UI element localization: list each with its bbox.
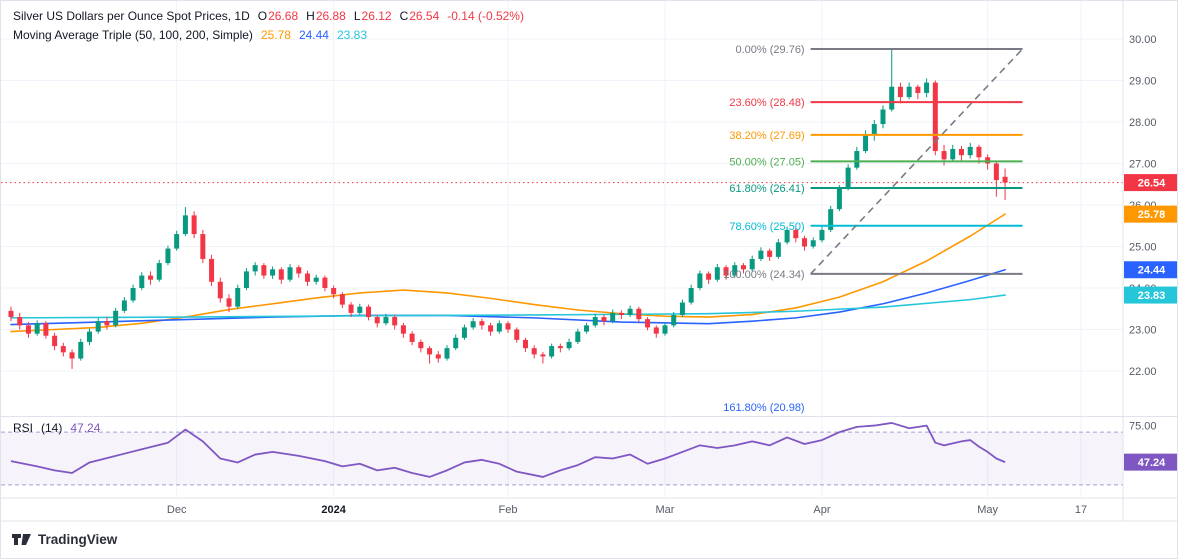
price-badges: 26.54 25.78 24.44 23.83 47.24 — [1124, 174, 1177, 471]
svg-text:Feb: Feb — [499, 504, 518, 516]
svg-text:26.54: 26.54 — [1138, 178, 1166, 190]
svg-text:25.78: 25.78 — [1138, 209, 1166, 221]
candles — [8, 48, 1008, 369]
svg-text:50.00% (27.05): 50.00% (27.05) — [729, 156, 804, 168]
rsi-value: 47.24 — [70, 421, 101, 435]
time-axis[interactable]: Dec 2024 Feb Mar Apr May 17 — [167, 504, 1087, 516]
ohlc-low: L 26.12 — [353, 9, 392, 23]
rsi-band — [1, 431, 1123, 486]
ma100-value: 24.44 — [298, 28, 329, 42]
pane-separators — [1, 1, 1177, 522]
svg-text:23.00: 23.00 — [1129, 325, 1157, 337]
gridlines — [1, 1, 1123, 498]
ohlc-open: O 26.68 — [257, 9, 299, 23]
change-value: -0.14 (-0.52%) — [447, 9, 524, 23]
svg-text:2024: 2024 — [321, 504, 346, 516]
symbol-legend[interactable]: Silver US Dollars per Ounce Spot Prices,… — [13, 9, 524, 23]
symbol-title: Silver US Dollars per Ounce Spot Prices,… — [13, 9, 250, 23]
svg-text:27.00: 27.00 — [1129, 159, 1157, 171]
rsi-title: RSI — [13, 421, 34, 435]
rsi-line — [10, 422, 1006, 478]
tradingview-logo[interactable]: TradingView — [11, 532, 117, 547]
svg-text:May: May — [977, 504, 998, 516]
ma50-value: 25.78 — [260, 28, 291, 42]
tradingview-mark-icon — [12, 534, 31, 545]
svg-text:17: 17 — [1075, 504, 1087, 516]
rsi-legend[interactable]: RSI (14) 47.24 — [13, 421, 100, 435]
fib-retracement[interactable]: 0.00% (29.76) 23.60% (28.48) 38.20% (27.69… — [723, 44, 1023, 414]
trend-line[interactable] — [810, 48, 1024, 275]
svg-text:Dec: Dec — [167, 504, 187, 516]
ma-legend[interactable]: Moving Average Triple (50, 100, 200, Sim… — [13, 28, 367, 42]
svg-text:25.00: 25.00 — [1129, 242, 1157, 254]
ohlc-close: C 26.54 — [399, 9, 440, 23]
svg-text:78.60% (25.50): 78.60% (25.50) — [729, 221, 804, 233]
svg-text:24.44: 24.44 — [1138, 265, 1166, 277]
svg-text:0.00% (29.76): 0.00% (29.76) — [736, 44, 805, 56]
ma200-value: 23.83 — [336, 28, 368, 42]
svg-text:Mar: Mar — [656, 504, 675, 516]
svg-text:30.00: 30.00 — [1129, 34, 1157, 46]
svg-text:47.24: 47.24 — [1138, 457, 1166, 469]
svg-text:22.00: 22.00 — [1129, 366, 1157, 378]
tradingview-brand-text: TradingView — [38, 532, 118, 547]
svg-text:28.00: 28.00 — [1129, 117, 1157, 129]
rsi-params: (14) — [41, 421, 63, 435]
svg-text:61.80% (26.41): 61.80% (26.41) — [729, 183, 804, 195]
svg-text:Apr: Apr — [813, 504, 830, 516]
svg-text:75.00: 75.00 — [1129, 421, 1157, 433]
svg-text:38.20% (27.69): 38.20% (27.69) — [729, 130, 804, 142]
ohlc-high: H 26.88 — [306, 9, 346, 23]
svg-text:100.00% (24.34): 100.00% (24.34) — [723, 269, 804, 281]
svg-text:23.60% (28.48): 23.60% (28.48) — [729, 97, 804, 109]
svg-text:29.00: 29.00 — [1129, 76, 1157, 88]
price-axis[interactable]: 30.0029.0028.0027.0026.0025.0024.0023.00… — [1129, 34, 1157, 433]
svg-text:23.83: 23.83 — [1138, 290, 1166, 302]
ma-title: Moving Average Triple (50, 100, 200, Sim… — [13, 28, 253, 42]
svg-text:161.80% (20.98): 161.80% (20.98) — [723, 402, 804, 414]
